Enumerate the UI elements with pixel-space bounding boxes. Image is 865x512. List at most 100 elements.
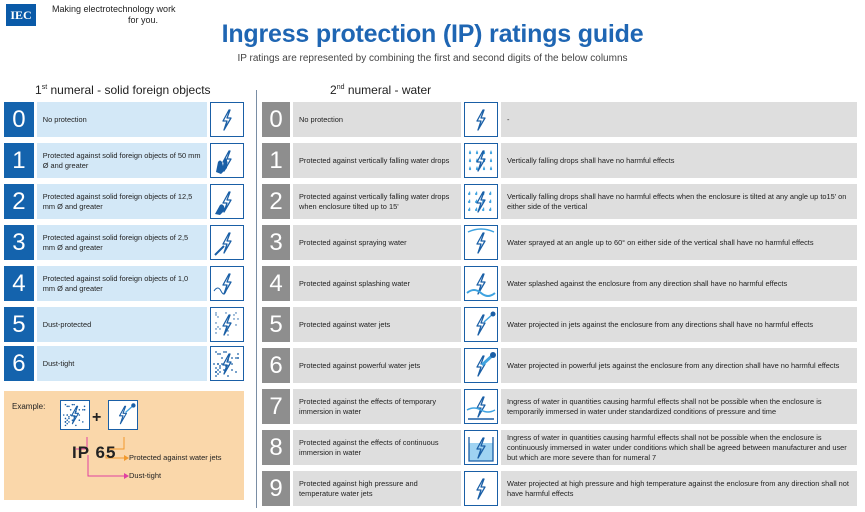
second-numeral-heading: 2nd numeral - water [330, 83, 431, 97]
ip-second-row: 8 Protected against the effects of contin… [262, 430, 860, 465]
water-jet-icon [464, 307, 498, 342]
ip-second-row: 6 Protected against powerful water jets Wa… [262, 348, 860, 383]
plus-sign: + [92, 409, 102, 426]
first-heading-sup: st [41, 84, 48, 91]
second-digit: 8 [262, 430, 290, 465]
water-jet-icon [108, 400, 138, 430]
first-digit: 3 [4, 225, 34, 260]
example-label: Example: [12, 402, 46, 411]
first-digit: 6 [4, 346, 34, 381]
continuous-immersion-icon [464, 430, 498, 465]
first-heading-num: 1 [35, 83, 42, 97]
second-detail: Water projected at high pressure and hig… [501, 471, 857, 506]
first-digit: 5 [4, 307, 34, 342]
second-description: Protected against the effects of continu… [293, 430, 461, 465]
second-description: Protected against splashing water [293, 266, 461, 301]
ip-first-digit: 6 [95, 443, 106, 462]
second-digit: 3 [262, 225, 290, 260]
second-description: Protected against powerful water jets [293, 348, 461, 383]
second-description: Protected against high pressure and temp… [293, 471, 461, 506]
tagline-line2: for you. [128, 15, 159, 25]
second-heading-sup: nd [336, 84, 345, 91]
tool-bolt-icon [210, 225, 245, 260]
second-detail: Water projected in jets against the encl… [501, 307, 857, 342]
second-digit: 5 [262, 307, 290, 342]
second-description: Protected against the effects of tempora… [293, 389, 461, 424]
second-description: Protected against vertically falling wat… [293, 184, 461, 219]
ip-second-row: 5 Protected against water jets Water proje… [262, 307, 860, 342]
finger-bolt-icon [210, 184, 245, 219]
ip-second-row: 9 Protected against high pressure and tem… [262, 471, 860, 506]
ip-first-row: 2 Protected against solid foreign objects… [4, 184, 245, 219]
example-connector-lines [76, 437, 129, 479]
splash-icon [464, 266, 498, 301]
plug-bolt-icon [464, 102, 498, 137]
dust-heavy-icon [60, 400, 90, 430]
first-description: Dust-protected [36, 307, 208, 342]
ip-second-row: 7 Protected against the effects of tempor… [262, 389, 860, 424]
second-detail: Ingress of water in quantities causing h… [501, 389, 857, 424]
ip-first-row: 3 Protected against solid foreign objects… [4, 225, 245, 260]
first-digit: 1 [4, 143, 34, 178]
second-detail: Water splashed against the enclosure fro… [501, 266, 857, 301]
ip-second-digit: 5 [105, 443, 117, 462]
first-description: Protected against solid foreign objects … [36, 143, 208, 178]
high-pressure-icon [464, 471, 498, 506]
second-digit: 6 [262, 348, 290, 383]
hand-bolt-icon [210, 143, 245, 178]
second-detail: - [501, 102, 857, 137]
first-heading-text: numeral - solid foreign objects [47, 83, 211, 97]
second-heading-text: numeral - water [344, 83, 432, 97]
example-ip-code: IP 65 [72, 443, 116, 463]
ip-first-row: 4 Protected against solid foreign objects… [4, 266, 245, 301]
second-heading-num: 2 [330, 83, 337, 97]
column-divider [256, 90, 257, 508]
first-digit: 4 [4, 266, 34, 301]
ip-second-row: 3 Protected against spraying water Water s… [262, 225, 860, 260]
ip-first-row: 5 Dust-protected [4, 307, 245, 342]
ip-second-row: 2 Protected against vertically falling wa… [262, 184, 860, 219]
iec-logo: IEC [6, 4, 36, 26]
dust-light-icon [210, 307, 245, 342]
tagline-line1: Making electrotechnology work [52, 4, 176, 14]
second-description: No protection [293, 102, 461, 137]
spray-icon [464, 225, 498, 260]
second-detail: Vertically falling drops shall have no h… [501, 184, 857, 219]
second-detail: Water projected in powerful jets against… [501, 348, 857, 383]
example-dust-meaning: Dust-tight [129, 471, 162, 480]
dust-heavy-icon [210, 346, 245, 381]
second-description: Protected against spraying water [293, 225, 461, 260]
tagline: Making electrotechnology work for you. [52, 4, 176, 26]
second-digit: 2 [262, 184, 290, 219]
ip-first-row: 0 No protection [4, 102, 245, 137]
second-digit: 4 [262, 266, 290, 301]
ip-first-row: 1 Protected against solid foreign objects… [4, 143, 245, 178]
second-detail: Ingress of water in quantities causing h… [501, 430, 857, 465]
second-description: Protected against water jets [293, 307, 461, 342]
ip-first-row: 6 Dust-tight [4, 346, 245, 381]
second-digit: 0 [262, 102, 290, 137]
first-description: Dust-tight [36, 346, 208, 381]
ip-second-row: 0 No protection - [262, 102, 860, 137]
example-box: Example: + IP 65 Protected against water… [4, 391, 244, 500]
first-digit: 0 [4, 102, 34, 137]
temporary-immersion-icon [464, 389, 498, 424]
ip-second-row: 4 Protected against splashing water Water … [262, 266, 860, 301]
first-description: Protected against solid foreign objects … [36, 184, 208, 219]
second-digit: 9 [262, 471, 290, 506]
second-detail: Vertically falling drops shall have no h… [501, 143, 857, 178]
ip-prefix: IP [72, 443, 90, 462]
first-digit: 2 [4, 184, 34, 219]
second-description: Protected against vertically falling wat… [293, 143, 461, 178]
wire-bolt-icon [210, 266, 245, 301]
first-numeral-heading: 1st numeral - solid foreign objects [35, 83, 211, 97]
plug-bolt-icon [210, 102, 245, 137]
example-water-meaning: Protected against water jets [129, 453, 222, 462]
first-description: Protected against solid foreign objects … [36, 225, 208, 260]
second-digit: 7 [262, 389, 290, 424]
first-description: No protection [36, 102, 208, 137]
vertical-drops-icon [464, 143, 498, 178]
powerful-jet-icon [464, 348, 498, 383]
tilted-drops-icon [464, 184, 498, 219]
page-subtitle: IP ratings are represented by combining … [237, 53, 628, 64]
